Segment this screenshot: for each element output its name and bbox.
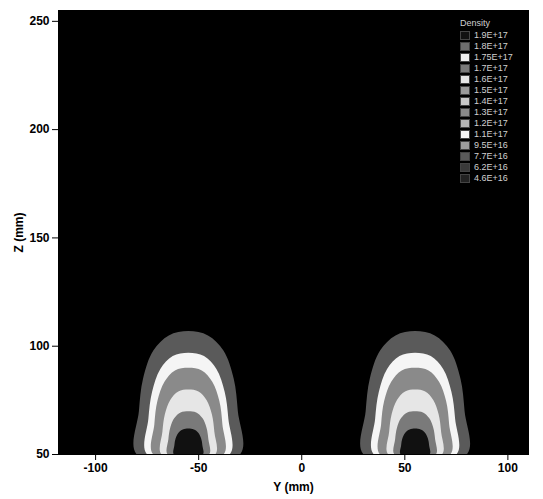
html-text:1.4E+17: 1.4E+17 (474, 96, 508, 106)
svg-text:250: 250 (29, 14, 49, 28)
html-text:7.7E+16: 7.7E+16 (474, 151, 508, 161)
html-text:1.9E+17: 1.9E+17 (474, 30, 508, 40)
svg-text:50: 50 (36, 447, 50, 461)
html-text:1.5E+17: 1.5E+17 (474, 85, 508, 95)
html-text:1.7E+17: 1.7E+17 (474, 63, 508, 73)
svg-text:50: 50 (398, 461, 412, 475)
svg-text:Y (mm): Y (mm) (273, 480, 313, 494)
html-text:1.3E+17: 1.3E+17 (474, 107, 508, 117)
html-text:1.2E+17: 1.2E+17 (474, 118, 508, 128)
svg-text:0: 0 (298, 461, 305, 475)
svg-text:100: 100 (498, 461, 518, 475)
html-text:4.6E+16: 4.6E+16 (474, 173, 508, 183)
svg-text:-100: -100 (84, 461, 108, 475)
html-text:Density: Density (460, 18, 490, 28)
html-text:1.75E+17: 1.75E+17 (474, 52, 513, 62)
svg-text:200: 200 (29, 122, 49, 136)
html-text:1.8E+17: 1.8E+17 (474, 41, 508, 51)
html-text:6.2E+16: 6.2E+16 (474, 162, 508, 172)
html-text:9.5E+16: 9.5E+16 (474, 140, 508, 150)
svg-text:100: 100 (29, 339, 49, 353)
svg-text:-50: -50 (190, 461, 208, 475)
html-text:1.6E+17: 1.6E+17 (474, 74, 508, 84)
svg-text:Z (mm): Z (mm) (12, 213, 26, 253)
html-text:1.1E+17: 1.1E+17 (474, 129, 508, 139)
svg-text:150: 150 (29, 231, 49, 245)
